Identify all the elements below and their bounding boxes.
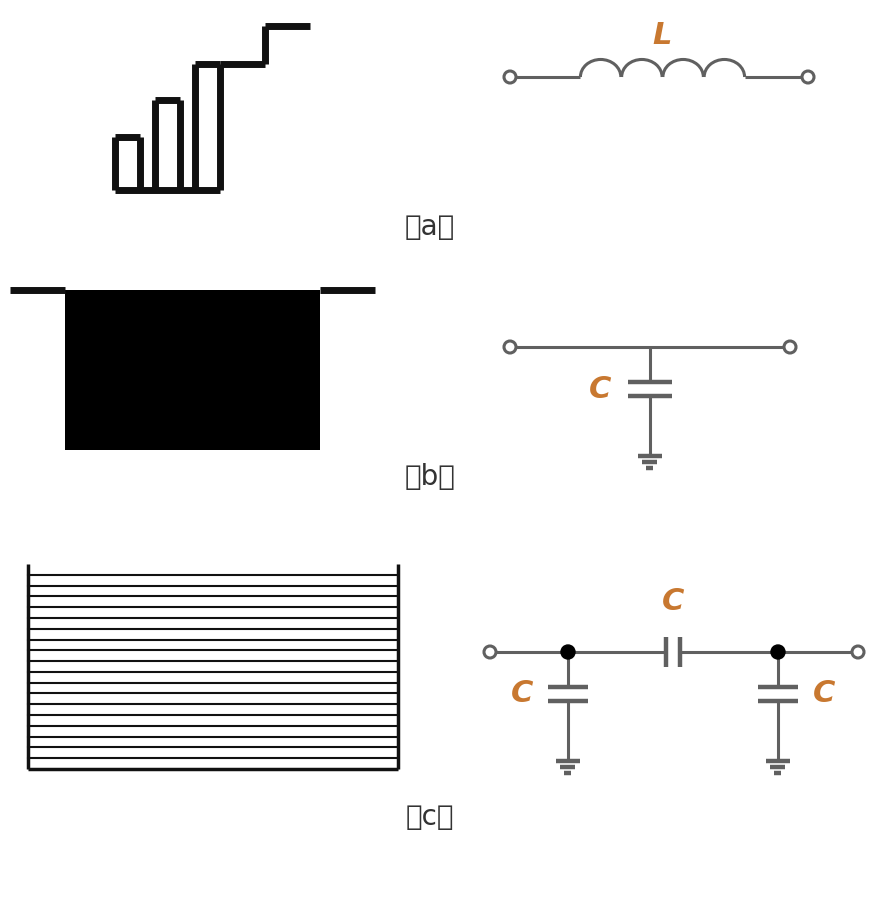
Text: （b）: （b） xyxy=(404,463,455,491)
Circle shape xyxy=(783,341,795,353)
Text: C: C xyxy=(588,374,610,403)
Bar xyxy=(65,290,319,450)
Text: L: L xyxy=(652,20,672,50)
Circle shape xyxy=(503,341,516,353)
Circle shape xyxy=(801,71,813,83)
Circle shape xyxy=(770,645,784,659)
Text: C: C xyxy=(661,588,683,616)
Text: （a）: （a） xyxy=(404,213,454,241)
Text: C: C xyxy=(510,679,532,709)
Circle shape xyxy=(483,646,496,658)
Circle shape xyxy=(560,645,574,659)
Circle shape xyxy=(503,71,516,83)
Text: （c）: （c） xyxy=(405,803,453,831)
Circle shape xyxy=(851,646,863,658)
Text: C: C xyxy=(812,679,834,709)
